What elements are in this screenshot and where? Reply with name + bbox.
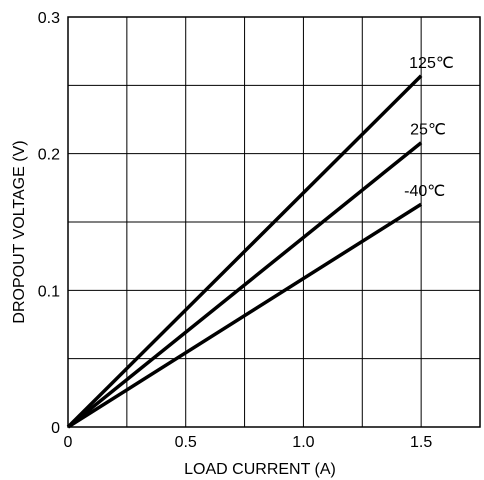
series-lines [66, 74, 423, 429]
y-tick-labels: 0 0.1 0.2 0.3 [38, 10, 60, 437]
y-tick-label-1: 0.1 [38, 283, 60, 300]
x-tick-labels: 0 0.5 1.0 1.5 [64, 434, 433, 451]
y-tick-label-2: 0.2 [38, 147, 60, 164]
series-line-1 [66, 141, 423, 429]
x-axis-title: LOAD CURRENT (A) [184, 461, 336, 478]
series-label-2: -40℃ [404, 183, 445, 200]
series-labels: 125℃ 25℃ -40℃ [404, 55, 454, 200]
y-tick-label-0: 0 [51, 420, 60, 437]
series-line-2 [67, 202, 423, 429]
x-tick-label-3: 1.5 [410, 434, 432, 451]
x-tick-label-0: 0 [64, 434, 73, 451]
y-axis-title: DROPOUT VOLTAGE (V) [11, 140, 28, 323]
series-label-1: 25℃ [410, 122, 446, 139]
y-tick-label-3: 0.3 [38, 10, 60, 27]
x-tick-label-2: 1.0 [292, 434, 314, 451]
series-label-0: 125℃ [409, 55, 454, 72]
x-tick-label-1: 0.5 [175, 434, 197, 451]
plot-frame [67, 16, 481, 428]
series-line-0 [66, 74, 423, 429]
